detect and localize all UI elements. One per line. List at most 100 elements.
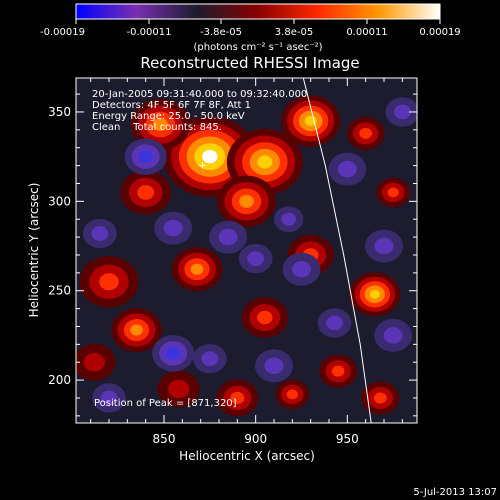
emission-source [76, 343, 116, 381]
negative-sidelobe [273, 206, 304, 233]
contour-level [130, 324, 143, 336]
negative-sidelobe [152, 334, 195, 372]
colorbar-tick-label: -0.00011 [127, 27, 172, 38]
emission-source [319, 354, 358, 388]
colorbar-tick-label: -3.8e-05 [200, 27, 242, 38]
y-axis-label: Heliocentric Y (arcsec) [27, 183, 41, 318]
contour-level [326, 315, 343, 331]
contour-level [359, 127, 372, 139]
negative-sidelobe [238, 243, 273, 274]
contour-level [91, 226, 109, 241]
chart-title: Reconstructed RHESSI Image [140, 54, 359, 72]
contour-level [168, 379, 190, 399]
negative-sidelobe [385, 97, 417, 127]
info-block: 20-Jan-2005 09:31:40.000 to 09:32:40.000… [92, 89, 307, 133]
contour-level [374, 392, 387, 404]
info-line-counts: Clean Total counts: 845. [92, 122, 222, 133]
emission-source [241, 297, 289, 338]
negative-sidelobe [328, 152, 367, 186]
emission-source [361, 381, 400, 415]
y-tick-label: 350 [48, 105, 71, 119]
contour-level [286, 389, 298, 400]
negative-sidelobe [255, 349, 293, 383]
contour-level [281, 212, 297, 226]
contour-level [264, 357, 284, 375]
heatmap [76, 95, 417, 417]
contour-level [202, 149, 218, 164]
colorbar-tick-label: 3.8e-05 [275, 27, 313, 38]
contour-level [99, 273, 119, 291]
footer-date: 5-Jul-2013 13:07 [413, 487, 497, 498]
info-line-energy: Energy Range: 25.0 - 50.0 keV [92, 111, 245, 122]
emission-source [163, 116, 257, 197]
y-tick-label: 250 [48, 284, 71, 298]
contour-level [257, 310, 273, 325]
y-axis: 200 250 300 350 [48, 93, 417, 417]
contour-level [201, 351, 219, 366]
contour-level [83, 353, 105, 372]
contour-level [383, 327, 403, 344]
x-axis: 850 900 950 [90, 78, 403, 446]
emission-source [346, 116, 385, 150]
colorbar-ticks: -0.00019 -0.00011 -3.8e-05 3.8e-05 0.00011 0.… [40, 19, 461, 38]
colorbar [75, 3, 441, 20]
colorbar-tick-label: 0.00011 [346, 27, 387, 38]
contour-level [190, 263, 204, 275]
emission-source [216, 379, 259, 417]
y-tick-label: 300 [48, 194, 71, 208]
contour-level [247, 251, 265, 266]
contour-level [393, 104, 411, 120]
negative-sidelobe [124, 138, 167, 175]
contour-level [138, 150, 153, 163]
y-tick-label: 200 [48, 373, 71, 387]
x-tick-label: 850 [153, 432, 176, 446]
emission-source [376, 177, 411, 208]
emission-source [171, 247, 223, 292]
contour-level [374, 237, 394, 255]
x-axis-label: Heliocentric X (arcsec) [179, 449, 315, 463]
contour-level [218, 228, 238, 246]
contour-level [163, 219, 183, 237]
contour-level [166, 347, 181, 360]
contour-level [369, 289, 380, 299]
x-tick-label: 950 [336, 432, 359, 446]
info-line-time: 20-Jan-2005 09:31:40.000 to 09:32:40.000 [92, 89, 307, 100]
colorbar-unit: (photons cm⁻² s⁻¹ asec⁻²) [193, 42, 322, 53]
contour-level [257, 155, 273, 169]
contour-level [137, 185, 155, 200]
solar-limb-line [302, 78, 372, 423]
negative-sidelobe [317, 308, 352, 338]
emission-source [79, 256, 139, 308]
peak-marker [199, 162, 206, 169]
info-line-detectors: Detectors: 4F 5F 6F 7F 8F, Att 1 [92, 100, 251, 111]
contour-level [152, 118, 168, 131]
emission-source [111, 308, 162, 353]
negative-sidelobe [365, 229, 403, 263]
contour-level [337, 160, 357, 178]
emission-source [130, 98, 190, 151]
emission-source [281, 95, 341, 147]
peak-position-label: Position of Peak = [871,320] [94, 398, 237, 409]
plot-frame [75, 77, 418, 424]
negative-sidelobe [282, 252, 321, 286]
contour-level [100, 390, 118, 406]
contour-level [230, 391, 245, 405]
negative-sidelobe [374, 318, 413, 352]
colorbar-tick-label: -0.00019 [40, 27, 85, 38]
negative-sidelobe [82, 218, 117, 249]
negative-sidelobe [192, 343, 227, 374]
emission-source [216, 175, 277, 228]
emission-source [157, 370, 200, 408]
contour-level [387, 187, 399, 198]
negative-sidelobe [209, 220, 248, 254]
negative-sidelobe [92, 383, 126, 413]
emission-source [275, 379, 310, 410]
emission-source [349, 272, 401, 317]
contour-level [331, 365, 345, 377]
emission-source [120, 170, 171, 215]
contour-level [239, 194, 254, 208]
negative-sidelobe [154, 211, 193, 245]
colorbar-tick-label: 0.00019 [419, 27, 460, 38]
x-tick-label: 900 [244, 432, 267, 446]
